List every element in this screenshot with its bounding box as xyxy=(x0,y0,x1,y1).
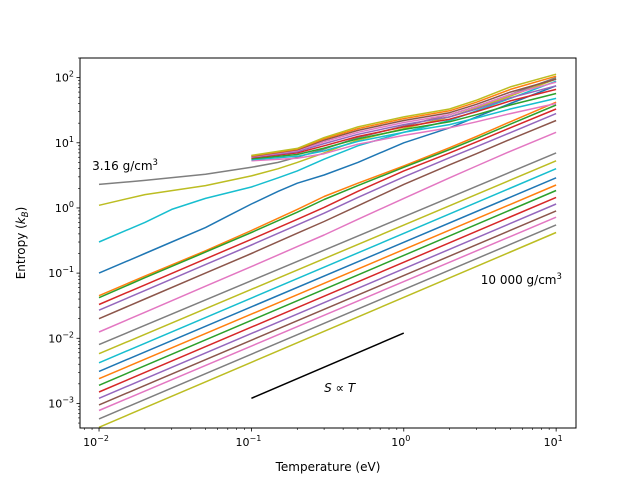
series-line-7 xyxy=(98,108,557,306)
y-tick-label: 10−3 xyxy=(48,395,74,410)
y-tick-label: 101 xyxy=(55,135,74,150)
series-line-30 xyxy=(251,75,557,157)
series-line-5 xyxy=(98,101,557,297)
low-density-annotation: 3.16 g/cm3 xyxy=(92,158,158,173)
series-line-10 xyxy=(98,131,557,333)
series-line-6 xyxy=(98,104,557,299)
y-tick-label: 100 xyxy=(55,200,74,215)
series-line-15 xyxy=(98,184,557,380)
series-line-29 xyxy=(251,78,557,158)
y-axis: 10−3 10−2 10−1 100 101 102 xyxy=(48,57,80,424)
x-tick-label: 101 xyxy=(544,434,563,449)
series-line-19 xyxy=(98,210,557,406)
series-line-25 xyxy=(251,92,557,160)
y-tick-label: 102 xyxy=(55,70,74,85)
series-line-26 xyxy=(251,88,557,159)
series-line-20 xyxy=(98,216,557,412)
series-line-27 xyxy=(251,85,557,158)
plot-frame xyxy=(79,57,577,429)
series-line-24 xyxy=(251,97,557,161)
x-tick-label: 10−1 xyxy=(236,434,262,449)
series-line-31 xyxy=(251,73,557,157)
series-line-12 xyxy=(98,160,557,355)
x-axis: 10−2 10−1 100 101 xyxy=(83,428,563,449)
plot-area xyxy=(80,58,576,428)
high-density-annotation: 10 000 g/cm3 xyxy=(481,272,562,287)
series-line-17 xyxy=(98,196,557,393)
series-line-9 xyxy=(98,119,557,320)
series-line-22 xyxy=(98,231,557,428)
reference-layer xyxy=(251,332,405,399)
series-line-23 xyxy=(251,102,557,162)
scaling-annotation: S ∝ T xyxy=(324,381,357,395)
series-line-18 xyxy=(98,203,557,399)
series-layer xyxy=(98,73,557,428)
series-line-28 xyxy=(251,81,557,158)
y-tick-label: 10−1 xyxy=(48,265,74,280)
series-line-8 xyxy=(98,112,557,311)
reference-line xyxy=(251,332,405,399)
series-line-2 xyxy=(98,78,557,207)
x-tick-label: 100 xyxy=(391,434,410,449)
series-line-13 xyxy=(98,168,557,364)
y-tick-label: 10−2 xyxy=(48,330,74,345)
series-line-21 xyxy=(98,224,557,420)
series-line-14 xyxy=(98,177,557,373)
y-axis-label: Entropy (kB) xyxy=(14,207,31,280)
x-axis-label: Temperature (eV) xyxy=(275,460,381,474)
series-line-16 xyxy=(98,189,557,386)
x-tick-label: 10−2 xyxy=(83,434,109,449)
series-line-11 xyxy=(98,152,557,346)
